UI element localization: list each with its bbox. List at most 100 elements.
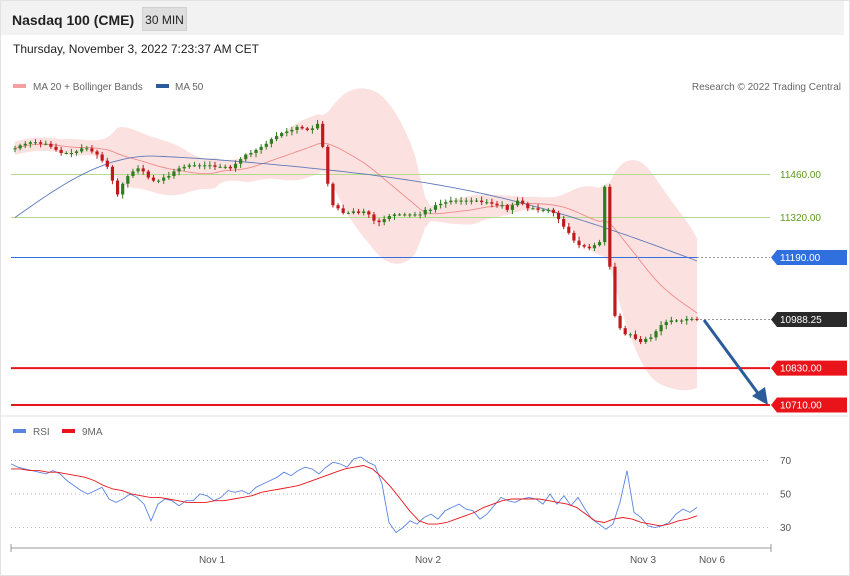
- rsi-ma-legend-label: 9MA: [82, 427, 103, 438]
- candle-body: [213, 165, 217, 167]
- ma50-legend-swatch: [156, 84, 169, 88]
- candle-body: [39, 142, 43, 144]
- x-tick-label: Nov 3: [630, 555, 657, 566]
- candle-body: [203, 165, 207, 167]
- price-levels: 11460.00 11320.00 11190.00 10988.25 10830.00…: [11, 170, 847, 413]
- forecast-arrow: [702, 319, 768, 405]
- candle-body: [521, 200, 525, 204]
- candle-body: [526, 203, 530, 209]
- candlesticks: [13, 119, 699, 345]
- candle-body: [136, 168, 140, 172]
- candle-body: [459, 200, 463, 202]
- rsi-legend: RSI 9MA: [13, 427, 103, 438]
- candle-body: [290, 129, 294, 132]
- candle-body: [362, 211, 366, 213]
- candle-body: [44, 143, 48, 145]
- chart-header: Nasdaq 100 (CME) 30 MIN: [1, 1, 844, 35]
- candle-body: [105, 160, 109, 167]
- candle-body: [59, 149, 63, 153]
- candle-body: [413, 214, 417, 216]
- candle-body: [536, 208, 540, 210]
- candle-body: [592, 245, 597, 249]
- level-tag-10710-00: [771, 397, 847, 413]
- candle-body: [74, 151, 79, 153]
- candle-body: [618, 315, 622, 329]
- candle-body: [305, 128, 309, 130]
- level-label-11190-00: 11190.00: [780, 253, 821, 264]
- candle-body: [495, 203, 499, 206]
- candle-body: [28, 142, 32, 144]
- ma50-line: [14, 155, 698, 262]
- level-label-11320-00: 11320.00: [780, 213, 821, 224]
- candle-body: [54, 146, 58, 150]
- candle-body: [167, 176, 171, 178]
- level-tag-10830-00: [771, 360, 847, 376]
- bollinger-bands: [15, 88, 697, 391]
- candle-body: [577, 240, 581, 246]
- candle-body: [669, 320, 673, 323]
- candle-body: [392, 214, 397, 216]
- timestamp: Thursday, November 3, 2022 7:23:37 AM CE…: [13, 42, 259, 56]
- candle-body: [23, 143, 27, 146]
- candle-body: [259, 146, 263, 150]
- candle-body: [223, 166, 227, 168]
- candle-body: [321, 123, 325, 147]
- rsi-line: [10, 456, 698, 534]
- candle-body: [126, 176, 130, 184]
- moving-averages: [14, 142, 698, 314]
- level-label-11460-00: 11460.00: [780, 170, 821, 181]
- timeframe-button[interactable]: 30 MIN: [142, 7, 187, 31]
- candle-body: [439, 203, 443, 206]
- candle-body: [556, 212, 561, 220]
- candle-body: [387, 215, 391, 220]
- candle-body: [110, 166, 115, 181]
- x-tick-label: Nov 6: [699, 555, 726, 566]
- candle-body: [90, 148, 94, 152]
- candle-body: [428, 209, 432, 211]
- x-tick-label: Nov 1: [199, 555, 226, 566]
- forecast-arrow-shaft: [702, 319, 762, 397]
- ma50-legend-label: MA 50: [175, 82, 204, 93]
- candle-body: [151, 177, 156, 181]
- x-axis: Nov 1 Nov 2 Nov 3 Nov 6: [10, 544, 772, 566]
- candle-body: [582, 245, 586, 247]
- candle-body: [480, 200, 484, 203]
- candle-body: [541, 209, 545, 211]
- candle-body: [644, 338, 648, 342]
- candle-body: [18, 145, 22, 149]
- candle-body: [449, 200, 453, 203]
- candle-body: [474, 200, 479, 202]
- candle-body: [664, 322, 668, 326]
- candle-body: [500, 205, 504, 207]
- candle-body: [187, 165, 191, 167]
- rsi-level-label-70: 70: [780, 456, 792, 467]
- candle-body: [100, 154, 104, 161]
- candle-body: [285, 131, 289, 134]
- candle-body: [233, 163, 238, 169]
- candle-body: [382, 219, 386, 223]
- candle-body: [674, 320, 679, 322]
- candle-body: [510, 205, 514, 210]
- candle-body: [162, 177, 166, 181]
- rsi-legend-swatch: [13, 429, 26, 433]
- candle-body: [228, 166, 232, 169]
- candle-body: [13, 148, 17, 150]
- candle-body: [80, 148, 84, 152]
- candle-body: [95, 151, 99, 155]
- candle-body: [633, 334, 638, 339]
- candle-body: [377, 220, 381, 223]
- candle-body: [274, 136, 279, 140]
- credit-label: Research © 2022 Trading Central: [692, 82, 841, 93]
- candle-body: [310, 128, 315, 130]
- candle-body: [351, 211, 356, 213]
- rsi-ma-legend-swatch: [62, 429, 75, 433]
- candle-body: [690, 318, 694, 320]
- candle-body: [239, 159, 243, 164]
- candle-body: [218, 166, 222, 168]
- candle-body: [505, 205, 509, 210]
- candle-body: [295, 126, 299, 130]
- level-tag-10988-25: [771, 311, 847, 327]
- candle-body: [628, 334, 632, 336]
- candle-body: [367, 211, 371, 215]
